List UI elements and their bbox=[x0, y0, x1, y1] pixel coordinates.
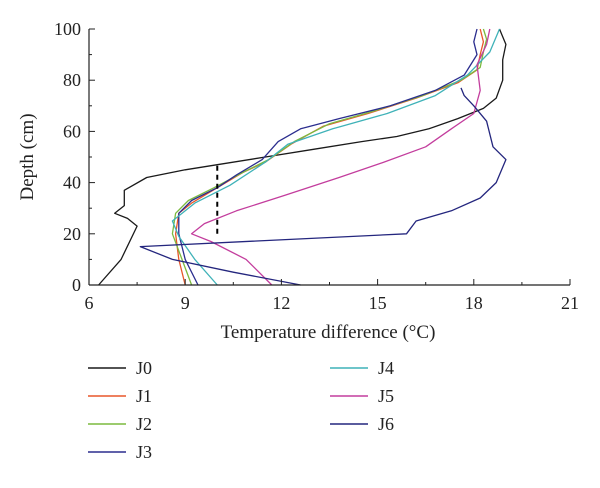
series-line-j0 bbox=[98, 28, 507, 286]
legend-item-j2: J2 bbox=[88, 414, 152, 434]
legend: J0 J1 J2 J3 J4 J5 J6 bbox=[88, 358, 394, 462]
x-tick-label: 12 bbox=[272, 293, 290, 313]
x-tick-label: 21 bbox=[561, 293, 579, 313]
legend-item-j0: J0 bbox=[88, 358, 152, 378]
axes bbox=[88, 28, 571, 286]
x-tick-label: 15 bbox=[369, 293, 387, 313]
legend-label: J5 bbox=[378, 386, 394, 406]
series-lines bbox=[98, 28, 507, 286]
x-tick-label: 6 bbox=[85, 293, 94, 313]
legend-label: J1 bbox=[136, 386, 152, 406]
legend-item-j4: J4 bbox=[330, 358, 394, 378]
y-tick-label: 40 bbox=[63, 173, 81, 193]
legend-item-j1: J1 bbox=[88, 386, 152, 406]
y-tick-label: 0 bbox=[72, 275, 81, 295]
y-axis-label: Depth (cm) bbox=[17, 113, 38, 200]
legend-label: J4 bbox=[378, 358, 394, 378]
x-axis-label: Temperature difference (°C) bbox=[221, 322, 436, 343]
series-line-j3 bbox=[178, 28, 478, 286]
legend-label: J3 bbox=[136, 442, 152, 462]
legend-item-j6: J6 bbox=[330, 414, 394, 434]
y-tick-label: 100 bbox=[54, 19, 81, 39]
legend-label: J0 bbox=[136, 358, 152, 378]
series-line-j4 bbox=[171, 28, 501, 286]
tick-labels: 6 9 12 15 18 21 0 20 40 60 80 100 bbox=[54, 19, 579, 313]
legend-label: J6 bbox=[378, 414, 394, 434]
legend-item-j3: J3 bbox=[88, 442, 152, 462]
y-tick-label: 80 bbox=[63, 70, 81, 90]
series-line-j6 bbox=[139, 87, 507, 286]
x-tick-label: 18 bbox=[465, 293, 483, 313]
legend-item-j5: J5 bbox=[330, 386, 394, 406]
y-tick-label: 60 bbox=[63, 121, 81, 141]
x-tick-label: 9 bbox=[181, 293, 190, 313]
legend-label: J2 bbox=[136, 414, 152, 434]
series-line-j5 bbox=[190, 28, 491, 286]
y-tick-label: 20 bbox=[63, 224, 81, 244]
